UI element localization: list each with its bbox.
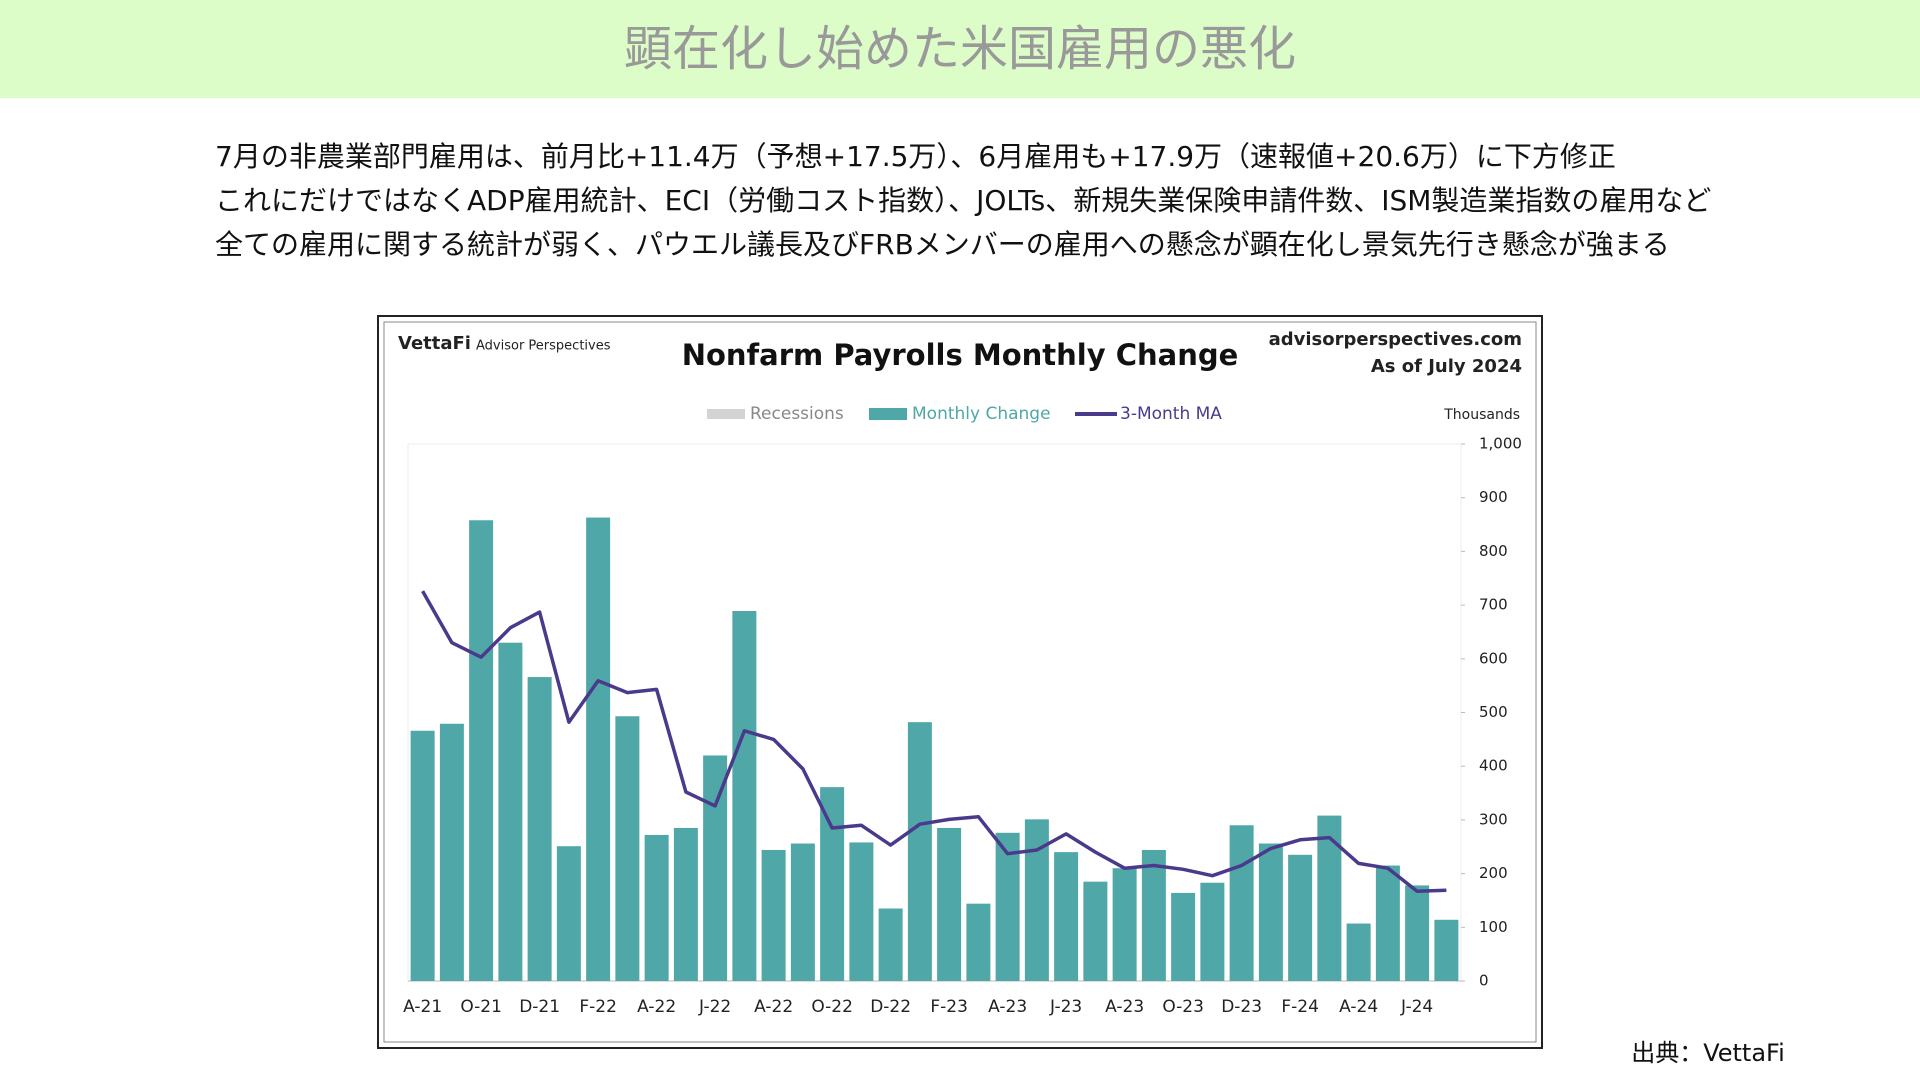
bar bbox=[732, 611, 757, 981]
bar bbox=[995, 832, 1020, 981]
y-tick-label: 700 bbox=[1479, 596, 1508, 614]
y-tick-label: 200 bbox=[1479, 864, 1508, 882]
x-tick-label: A-24 bbox=[1339, 997, 1378, 1017]
y-tick-label: 100 bbox=[1479, 918, 1508, 936]
bar bbox=[673, 827, 698, 981]
bar bbox=[1024, 819, 1049, 981]
chart-inner-frame bbox=[383, 321, 1537, 1043]
bar bbox=[1054, 852, 1079, 981]
legend-swatch bbox=[869, 408, 907, 420]
bar bbox=[907, 722, 932, 981]
y-tick-label: 1,000 bbox=[1479, 435, 1522, 453]
bar bbox=[1171, 892, 1196, 981]
bar bbox=[1141, 849, 1166, 981]
brand: VettaFi bbox=[398, 333, 471, 354]
bar bbox=[615, 716, 640, 981]
ma-line bbox=[421, 590, 1447, 894]
brand-sub: Advisor Perspectives bbox=[476, 339, 611, 354]
x-tick-label: O-21 bbox=[460, 997, 502, 1017]
as-of: As of July 2024 bbox=[1371, 356, 1522, 377]
x-tick-label: D-21 bbox=[519, 997, 560, 1017]
x-tick-label: O-22 bbox=[811, 997, 853, 1017]
x-tick-label: D-22 bbox=[870, 997, 911, 1017]
x-tick-label: A-23 bbox=[1105, 997, 1144, 1017]
body-line: これにだけではなくADP雇用統計、ECI（労働コスト指数）、JOLTs、新規失業… bbox=[215, 184, 1711, 217]
x-tick-label: A-22 bbox=[754, 997, 793, 1017]
bar bbox=[1317, 815, 1342, 981]
bar bbox=[527, 677, 552, 981]
bar bbox=[820, 787, 845, 981]
bar bbox=[966, 903, 991, 981]
x-tick-label: D-23 bbox=[1221, 997, 1262, 1017]
x-tick-label: O-23 bbox=[1162, 997, 1204, 1017]
y-tick-label: 400 bbox=[1479, 757, 1508, 775]
x-tick-label: F-23 bbox=[930, 997, 968, 1017]
x-tick-label: J-24 bbox=[1400, 997, 1433, 1017]
y-tick-label: 500 bbox=[1479, 703, 1508, 721]
bar bbox=[1200, 882, 1225, 981]
body-line: 7月の非農業部門雇用は、前月比+11.4万（予想+17.5万）、6月雇用も+17… bbox=[215, 140, 1616, 173]
legend-label: 3-Month MA bbox=[1120, 404, 1222, 424]
bar bbox=[1434, 919, 1459, 981]
y-tick-label: 800 bbox=[1479, 542, 1508, 560]
bar bbox=[1346, 923, 1371, 981]
chart-title: Nonfarm Payrolls Monthly Change bbox=[682, 338, 1239, 372]
bar bbox=[1405, 885, 1430, 981]
bar bbox=[1258, 843, 1283, 981]
bar bbox=[1112, 868, 1137, 981]
legend-swatch bbox=[707, 409, 745, 419]
legend-label: Monthly Change bbox=[912, 404, 1051, 424]
bar bbox=[1288, 854, 1313, 981]
bar bbox=[937, 827, 962, 981]
bar bbox=[644, 834, 669, 981]
slide-title: 顕在化し始めた米国雇用の悪化 bbox=[624, 21, 1296, 77]
x-tick-label: A-21 bbox=[403, 997, 442, 1017]
bar bbox=[1229, 825, 1254, 981]
x-tick-label: J-22 bbox=[698, 997, 731, 1017]
bar bbox=[410, 730, 435, 981]
header-band bbox=[0, 0, 1920, 98]
y-tick-label: 900 bbox=[1479, 488, 1508, 506]
x-tick-label: A-23 bbox=[988, 997, 1027, 1017]
bar bbox=[849, 842, 874, 981]
bar bbox=[469, 520, 494, 981]
site: advisorperspectives.com bbox=[1269, 329, 1522, 350]
bar bbox=[498, 642, 523, 981]
x-tick-label: F-22 bbox=[579, 997, 617, 1017]
bar bbox=[790, 843, 815, 981]
source: 出典：VettaFi bbox=[1631, 1039, 1785, 1067]
bar bbox=[703, 755, 728, 981]
x-tick-label: J-23 bbox=[1049, 997, 1082, 1017]
x-tick-label: A-22 bbox=[637, 997, 676, 1017]
y-unit: Thousands bbox=[1443, 407, 1520, 423]
body-line: 全ての雇用に関する統計が弱く、パウエル議長及びFRBメンバーの雇用への懸念が顕在… bbox=[215, 228, 1670, 261]
y-tick-label: 0 bbox=[1479, 972, 1489, 990]
bar bbox=[761, 849, 786, 981]
bar bbox=[1083, 881, 1108, 981]
bar bbox=[1375, 865, 1400, 981]
x-tick-label: F-24 bbox=[1281, 997, 1319, 1017]
bar bbox=[586, 517, 611, 981]
y-tick-label: 600 bbox=[1479, 649, 1508, 667]
bar bbox=[556, 846, 581, 981]
bar bbox=[439, 723, 464, 981]
bar bbox=[878, 908, 903, 981]
legend-label: Recessions bbox=[750, 404, 844, 424]
y-tick-label: 300 bbox=[1479, 810, 1508, 828]
